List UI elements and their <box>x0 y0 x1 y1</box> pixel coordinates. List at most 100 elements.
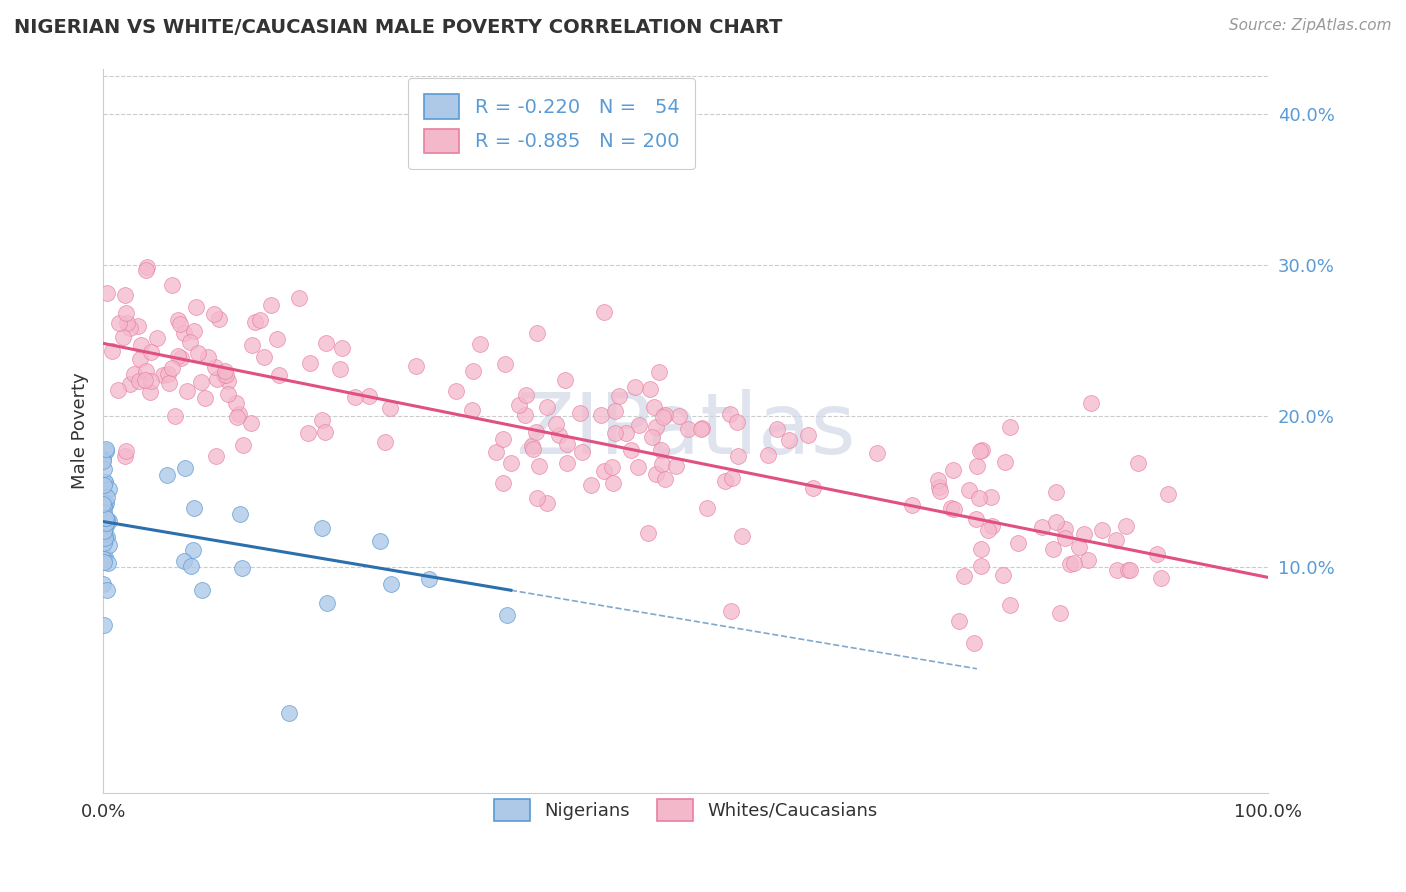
Point <box>461 403 484 417</box>
Point <box>1073 527 1095 541</box>
Point <box>357 389 380 403</box>
Point <box>114 449 136 463</box>
Point <box>603 425 626 440</box>
Point <box>725 415 748 429</box>
Point <box>231 561 253 575</box>
Point <box>311 412 333 426</box>
Point <box>207 311 229 326</box>
Point <box>557 456 579 470</box>
Point <box>652 409 675 424</box>
Point <box>485 445 508 459</box>
Point <box>942 463 965 477</box>
Point <box>797 428 820 442</box>
Point <box>714 474 737 488</box>
Point <box>194 391 217 405</box>
Point <box>120 377 142 392</box>
Point <box>96 285 118 300</box>
Point <box>94 530 117 544</box>
Point <box>93 497 115 511</box>
Point <box>205 372 228 386</box>
Point <box>253 351 276 365</box>
Point <box>991 568 1014 582</box>
Point <box>91 526 114 541</box>
Point <box>343 390 366 404</box>
Point <box>927 473 949 487</box>
Point <box>152 368 174 382</box>
Point <box>267 368 290 382</box>
Point <box>405 359 427 373</box>
Point <box>94 475 117 489</box>
Point <box>1126 456 1149 470</box>
Point <box>1067 540 1090 554</box>
Point <box>135 263 157 277</box>
Point <box>176 384 198 398</box>
Point <box>620 443 643 458</box>
Point <box>569 406 592 420</box>
Point <box>215 368 238 382</box>
Point <box>229 508 252 522</box>
Point <box>278 706 301 720</box>
Point <box>96 490 118 504</box>
Point <box>180 559 202 574</box>
Point <box>623 379 645 393</box>
Point <box>522 442 544 457</box>
Point <box>972 442 994 457</box>
Point <box>329 361 352 376</box>
Point <box>756 448 779 462</box>
Point <box>589 408 612 422</box>
Point <box>526 326 548 340</box>
Point <box>953 569 976 583</box>
Point <box>1118 563 1140 577</box>
Point <box>93 555 115 569</box>
Point <box>380 577 402 591</box>
Point <box>94 498 117 512</box>
Point <box>94 549 117 564</box>
Point <box>1080 396 1102 410</box>
Point <box>1059 558 1081 572</box>
Point <box>315 596 337 610</box>
Text: Source: ZipAtlas.com: Source: ZipAtlas.com <box>1229 18 1392 33</box>
Point <box>93 510 115 524</box>
Point <box>135 363 157 377</box>
Point <box>647 365 669 379</box>
Point <box>1115 519 1137 533</box>
Point <box>214 364 236 378</box>
Point <box>298 356 321 370</box>
Point <box>91 552 114 566</box>
Point <box>676 422 699 436</box>
Point <box>970 558 993 573</box>
Point <box>461 364 484 378</box>
Point <box>160 360 183 375</box>
Point <box>696 500 718 515</box>
Point <box>965 512 987 526</box>
Point <box>536 496 558 510</box>
Point <box>494 357 516 371</box>
Point <box>1146 547 1168 561</box>
Point <box>136 260 159 275</box>
Point <box>94 511 117 525</box>
Point <box>495 608 517 623</box>
Point <box>93 551 115 566</box>
Point <box>1157 487 1180 501</box>
Point <box>94 514 117 528</box>
Point <box>602 476 624 491</box>
Point <box>139 384 162 399</box>
Point <box>156 467 179 482</box>
Point <box>801 481 824 495</box>
Point <box>134 373 156 387</box>
Point <box>204 307 226 321</box>
Point <box>205 449 228 463</box>
Point <box>1042 541 1064 556</box>
Point <box>515 387 537 401</box>
Point <box>96 519 118 533</box>
Point <box>513 409 536 423</box>
Point <box>1105 533 1128 547</box>
Point <box>527 458 550 473</box>
Point <box>1053 531 1076 545</box>
Point <box>96 582 118 597</box>
Text: NIGERIAN VS WHITE/CAUCASIAN MALE POVERTY CORRELATION CHART: NIGERIAN VS WHITE/CAUCASIAN MALE POVERTY… <box>14 18 782 37</box>
Point <box>1045 515 1067 529</box>
Point <box>114 306 136 320</box>
Point <box>266 332 288 346</box>
Point <box>96 444 118 458</box>
